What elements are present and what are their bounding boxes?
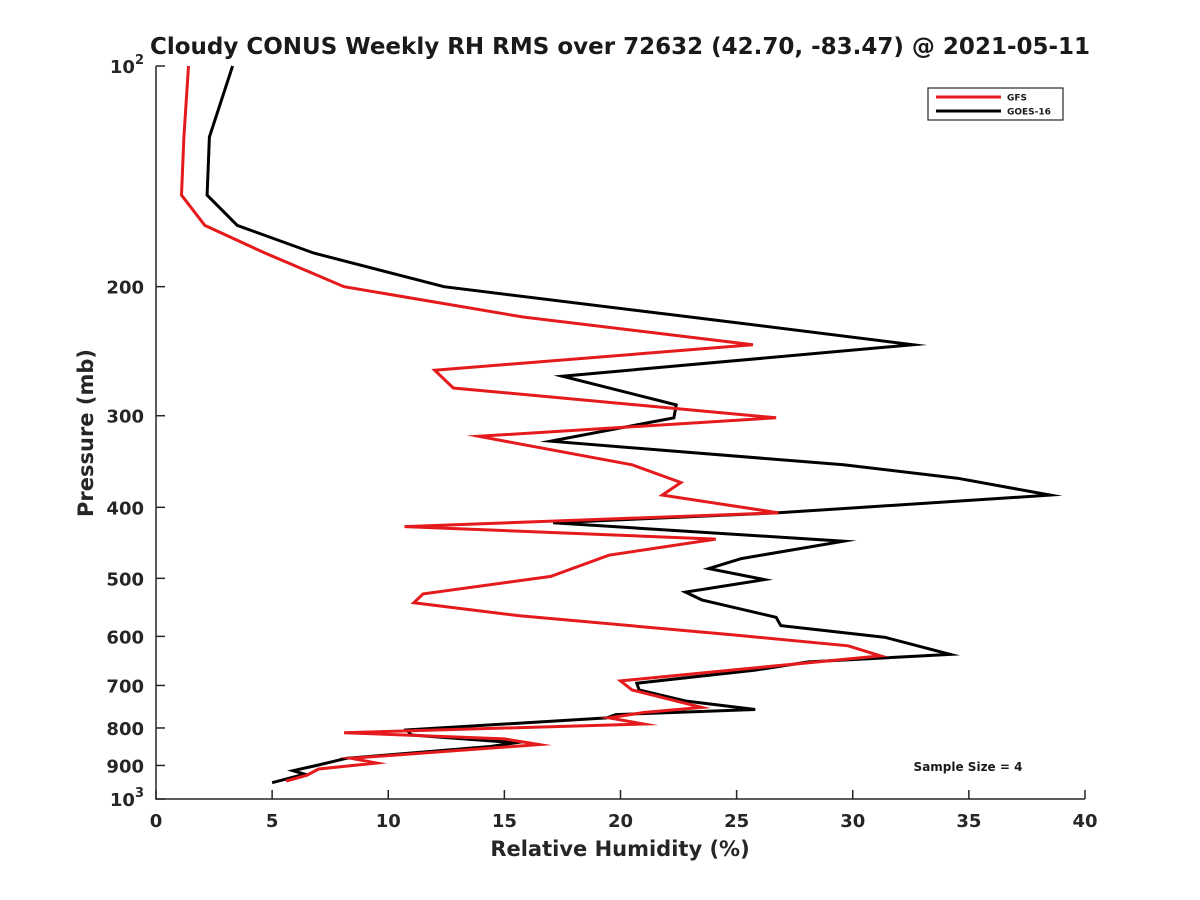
y-tick-label: 102 [110,53,144,78]
x-tick-label: 25 [724,811,749,832]
y-tick-label: 500 [106,569,144,590]
legend-label-goes-16: GOES-16 [1007,108,1051,118]
y-axis-label: Pressure (mb) [74,349,98,517]
y-tick-label: 600 [106,627,144,648]
plot-area: 0 5 10 15 20 25 30 35 40 10220030040050060070080… [106,53,1097,832]
y-tick-label: 103 [110,786,144,811]
y-tick-base: 10 [110,57,135,78]
y-tick-label: 900 [106,756,144,777]
sample-size-annotation: Sample Size = 4 [914,760,1023,774]
y-tick-label: 400 [106,498,144,519]
x-tick-label: 20 [608,811,633,832]
chart-title: Cloudy CONUS Weekly RH RMS over 72632 (4… [150,34,1090,60]
x-tick-label: 35 [956,811,981,832]
legend-items: GFS GOES-16 [936,94,1051,118]
legend-box [927,87,1064,121]
x-tick-label: 30 [840,811,865,832]
x-tick-label: 0 [150,811,163,832]
legend: GFS GOES-16 [927,87,1064,121]
x-axis-ticks: 0 5 10 15 20 25 30 35 40 [150,790,1098,832]
y-tick-label: 800 [106,719,144,740]
x-tick-label: 5 [266,811,279,832]
x-tick-label: 40 [1072,811,1097,832]
series-line-gfs [179,65,889,783]
y-tick-base: 10 [110,790,135,811]
y-tick-exponent: 3 [135,786,144,801]
x-tick-label: 15 [492,811,517,832]
x-tick-label: 10 [376,811,401,832]
y-tick-exponent: 2 [135,53,144,68]
legend-label-gfs: GFS [1007,94,1027,104]
x-axis-label: Relative Humidity (%) [490,837,749,861]
y-tick-label: 200 [106,278,144,299]
series-group [179,65,1063,785]
y-tick-label: 700 [106,676,144,697]
y-tick-label: 300 [106,407,144,428]
